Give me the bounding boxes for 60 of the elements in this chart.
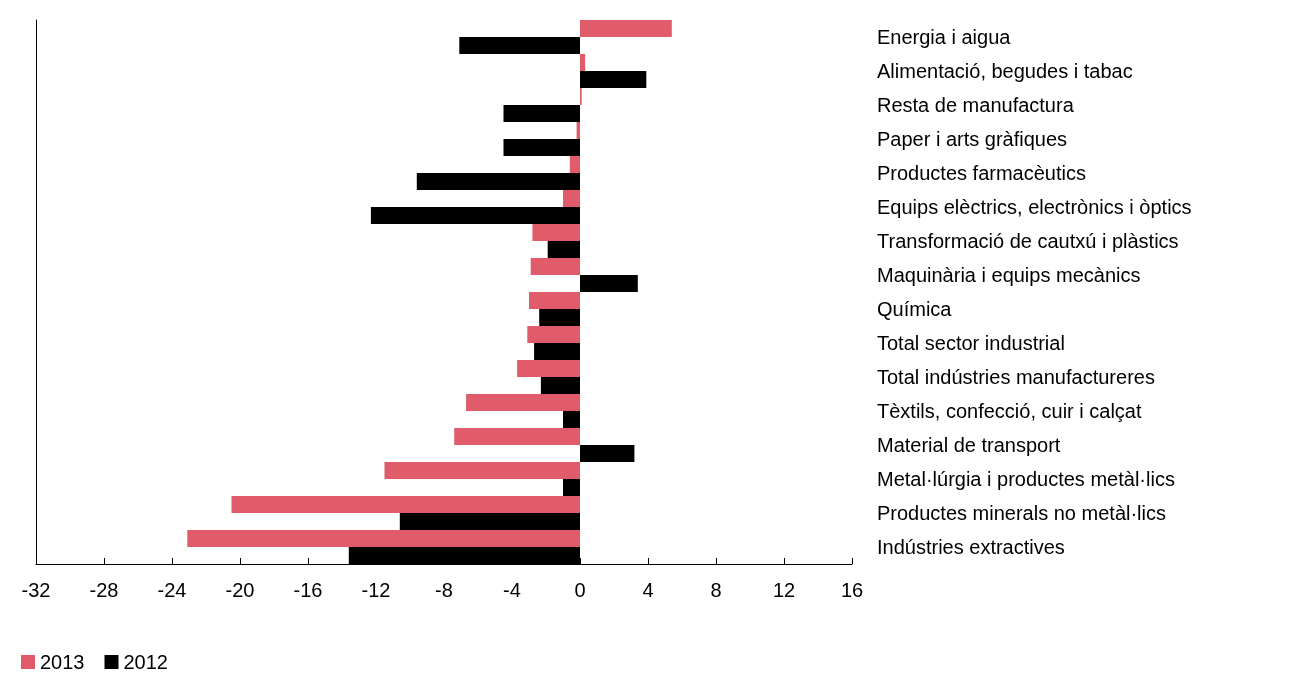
y-tick-label: Energia i aigua [877,26,1012,48]
bar [503,139,580,156]
bar [517,360,580,377]
bar [532,224,580,241]
bar [563,190,580,207]
bar [399,513,580,530]
y-tick-label: Química [877,298,953,320]
x-tick-label: 0 [574,579,586,601]
y-tick-label: Total indústries manufactureres [877,366,1155,388]
y-tick-label: Productes farmacèutics [877,162,1086,184]
bar [534,343,580,360]
y-tick-label: Paper i arts gràfiques [877,128,1068,150]
x-tick-label: 4 [642,579,654,601]
y-tick-label: Maquinària i equips mecànics [877,264,1141,286]
bar [580,20,672,37]
bar [503,105,580,122]
x-tick-label: -12 [361,579,391,601]
x-tick-label: -32 [21,579,51,601]
bar [527,326,580,343]
x-tick-label: 16 [840,579,864,601]
bar [580,445,635,462]
bar [231,496,580,513]
y-tick-label: Transformació de cautxú i plàstics [877,230,1179,252]
x-tick-label: -28 [89,579,119,601]
x-tick-label: -4 [503,579,521,601]
y-tick-label: Total sector industrial [877,332,1065,354]
bar [454,428,580,445]
bar [540,377,580,394]
y-tick-label: Metal·lúrgia i productes metàl·lics [877,468,1175,490]
bar [580,71,647,88]
x-tick-label: -24 [157,579,187,601]
y-tick-label: Material de transport [877,434,1061,456]
bar [466,394,580,411]
y-tick-label: Alimentació, begudes i tabac [877,60,1133,82]
y-tick-label: Tèxtils, confecció, cuir i calçat [877,400,1142,422]
bar [563,479,580,496]
y-tick-label: Productes minerals no metàl·lics [877,502,1166,524]
x-tick-label: 8 [710,579,722,601]
bar [569,156,580,173]
legend-label: 2012 [123,651,168,673]
bar [459,37,580,54]
x-tick-label: -16 [293,579,323,601]
bar [539,309,580,326]
x-tick-label: 12 [772,579,796,601]
bar [580,54,586,71]
y-tick-label: Equips elèctrics, electrònics i òptics [877,196,1192,218]
bar [547,241,580,258]
bar [416,173,580,190]
bar [580,275,638,292]
bar [187,530,580,547]
x-tick-label: -8 [435,579,453,601]
legend-label: 2013 [40,651,85,673]
bar [529,292,580,309]
bar [530,258,580,275]
y-tick-label: Resta de manufactura [877,94,1075,116]
x-tick-label: -20 [225,579,255,601]
bar [384,462,580,479]
bar [370,207,580,224]
y-tick-label: Indústries extractives [877,536,1065,558]
bar [563,411,580,428]
